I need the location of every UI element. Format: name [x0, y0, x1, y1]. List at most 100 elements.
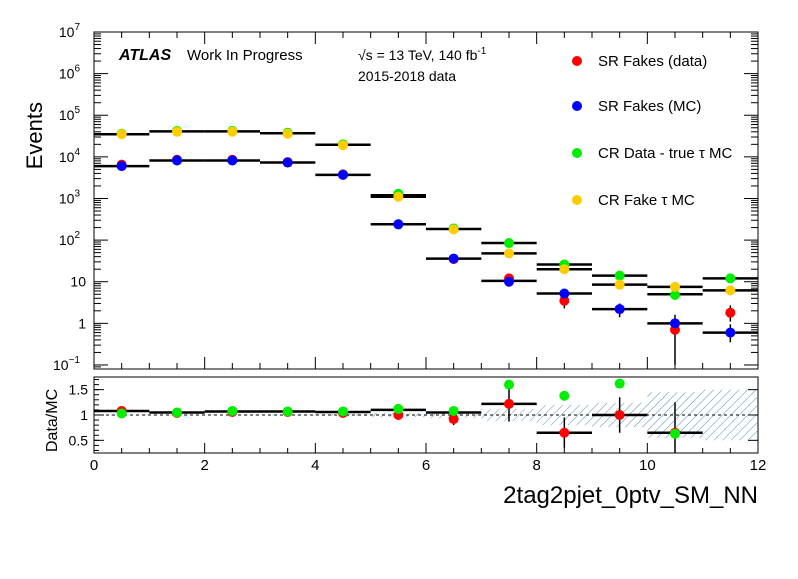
point-cr-fake-mc [670, 281, 680, 292]
main-y-tick-label: 1 [78, 315, 86, 331]
main-y-axis-label: Events [22, 102, 47, 169]
x-tick-label: 4 [311, 457, 319, 474]
main-data-points [116, 125, 736, 365]
main-y-tick-base: 10 [53, 357, 69, 373]
status-label: Work In Progress [187, 47, 303, 64]
years-label: 2015-2018 data [358, 68, 456, 84]
main-y-tick-base: 10 [59, 190, 75, 206]
legend-marker-cr-data [572, 148, 582, 158]
point-sr-fakes-mc [725, 327, 736, 338]
main-y-tick-label: 103 [59, 188, 81, 206]
point-sr-fakes-mc [559, 288, 570, 299]
main-y-tick-label: 105 [59, 105, 81, 123]
point-cr-fake-mc [338, 140, 348, 151]
ratio-point-cr-data-true-mc [670, 428, 680, 439]
main-y-tick-label: 10−1 [53, 355, 80, 373]
point-cr-fake-mc [172, 126, 182, 137]
legend-label-cr-data: CR Data - true τ MC [598, 145, 732, 162]
ratio-y-tick-label: 0.5 [69, 432, 89, 448]
point-sr-fakes-mc [393, 219, 404, 230]
legend-label-cr-fake-tau: CR Fake τ MC [598, 192, 695, 209]
main-y-tick-label: 10 [70, 274, 86, 290]
x-axis-label: 2tag2pjet_0ptv_SM_NN [503, 482, 758, 509]
point-cr-data-true-mc [725, 273, 736, 284]
ratio-y-axis: 0.5 1 1.5 [69, 379, 758, 451]
point-sr-fakes-mc [504, 276, 514, 287]
point-cr-fake-mc [282, 128, 293, 139]
ratio-point-cr-data-true-mc [282, 406, 293, 417]
point-sr-fakes-mc [172, 155, 182, 166]
ratio-point-cr-data-true-mc [504, 379, 514, 390]
point-sr-fakes-mc [338, 169, 348, 180]
point-cr-fake-mc [448, 224, 459, 235]
point-sr-fakes-mc [448, 253, 459, 264]
energy-label: √s = 13 TeV, 140 fb-1 [358, 46, 487, 63]
point-sr-fakes-mc [116, 161, 127, 172]
ratio-y-tick-label: 1.5 [69, 382, 89, 398]
legend-marker-sr-fakes-data [572, 56, 582, 66]
legend-label-sr-fakes-mc: SR Fakes (MC) [598, 98, 701, 115]
main-y-tick-exp: 3 [74, 188, 80, 199]
ratio-point-cr-data-true-mc [393, 403, 404, 414]
main-y-tick-label: 102 [59, 230, 81, 248]
x-tick-label: 0 [90, 457, 98, 474]
ratio-point-sr-fakes-data [614, 410, 625, 420]
point-cr-fake-mc [116, 129, 127, 140]
ratio-point-cr-data-true-mc [116, 408, 127, 419]
main-y-tick-base: 10 [59, 149, 75, 165]
ratio-y-axis-label: Data/MC [44, 389, 61, 452]
ratio-point-sr-fakes-data [504, 398, 514, 409]
main-y-tick-label: 107 [59, 22, 81, 40]
point-sr-fakes-data [559, 295, 570, 306]
main-y-tick-base: 10 [59, 107, 75, 123]
point-sr-fakes-mc [670, 318, 680, 329]
point-cr-fake-mc [614, 279, 625, 290]
ratio-point-cr-data-true-mc [448, 405, 459, 416]
point-sr-fakes-mc [614, 304, 625, 315]
point-cr-fake-mc [559, 264, 570, 275]
energy-exponent: -1 [477, 46, 486, 57]
legend-marker-cr-fake-tau [572, 195, 582, 205]
x-tick-label: 12 [750, 457, 767, 474]
x-tick-label: 6 [422, 457, 430, 474]
main-y-tick-base: 10 [59, 24, 75, 40]
ratio-point-sr-fakes-data [448, 414, 459, 425]
main-x-axis [93, 32, 759, 369]
main-y-tick-exp: 7 [74, 22, 80, 33]
main-y-tick-label: 104 [59, 147, 81, 165]
main-y-tick-exp: 4 [74, 147, 80, 158]
ratio-x-axis: 0 2 4 6 8 10 12 [90, 443, 767, 474]
main-y-tick-base: 10 [59, 232, 75, 248]
main-y-tick-exp: 6 [74, 64, 80, 75]
x-tick-label: 8 [532, 457, 540, 474]
legend-marker-sr-fakes-mc [572, 101, 582, 111]
energy-text: √s = 13 TeV, 140 fb [358, 47, 478, 63]
main-y-tick-exp: 5 [74, 105, 80, 116]
legend-label-sr-fakes-data: SR Fakes (data) [598, 53, 707, 70]
ratio-data-points [116, 378, 680, 453]
point-sr-fakes-mc [227, 155, 238, 166]
point-cr-fake-mc [393, 191, 404, 202]
ratio-point-cr-data-true-mc [227, 405, 238, 416]
point-cr-data-true-mc [670, 289, 680, 300]
ratio-point-cr-data-true-mc [614, 378, 625, 389]
point-cr-fake-mc [725, 285, 736, 296]
point-sr-fakes-mc [282, 157, 293, 168]
ratio-point-cr-data-true-mc [338, 406, 348, 417]
x-tick-label: 10 [639, 457, 656, 474]
point-cr-fake-mc [504, 248, 514, 259]
point-cr-data-true-mc [614, 270, 625, 281]
main-y-tick-exp: −1 [69, 355, 81, 366]
main-y-tick-label: 106 [59, 64, 81, 82]
point-sr-fakes-data [725, 307, 736, 318]
ratio-point-cr-data-true-mc [172, 407, 182, 418]
legend: SR Fakes (data) SR Fakes (MC) CR Data - … [572, 53, 732, 209]
x-tick-label: 2 [200, 457, 208, 474]
ratio-point-cr-data-true-mc [559, 390, 570, 401]
ratio-y-tick-label: 1 [80, 407, 88, 423]
atlas-label: ATLAS [118, 47, 171, 64]
ratio-point-sr-fakes-data [559, 427, 570, 438]
